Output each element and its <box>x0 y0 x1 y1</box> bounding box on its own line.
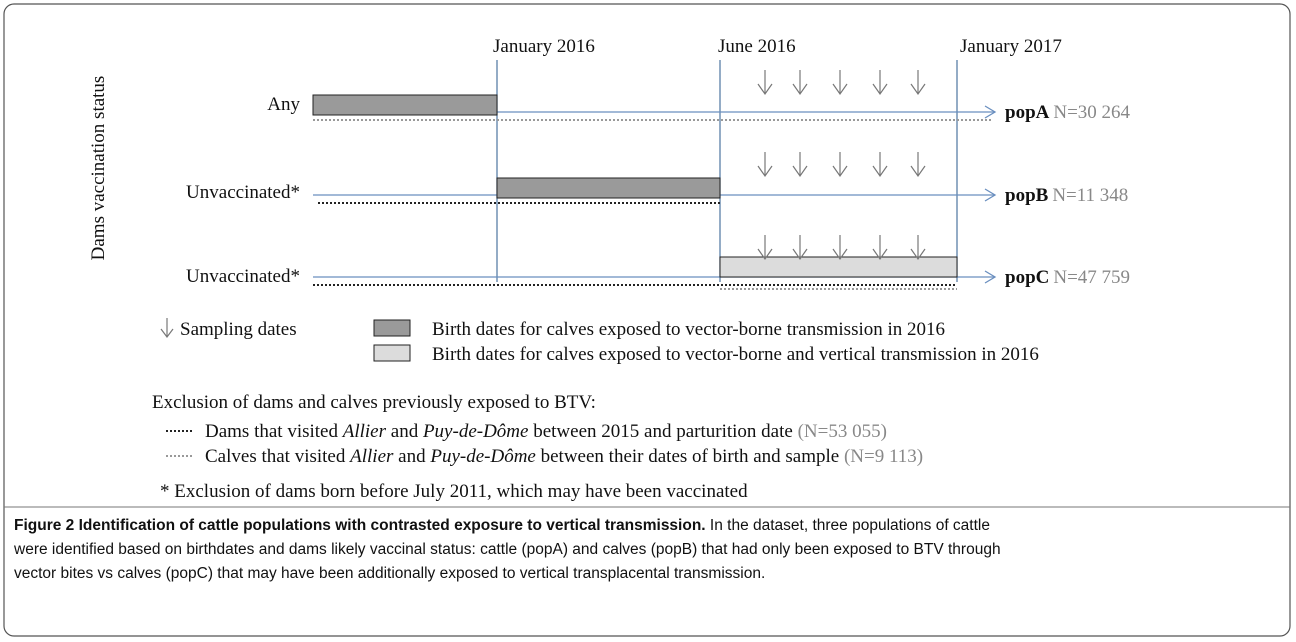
sampling-arrow-head <box>910 83 926 96</box>
pop-n: N=11 348 <box>1052 185 1128 206</box>
sampling-arrow-head <box>792 165 808 178</box>
arrow-head <box>984 188 997 202</box>
footnote: * Exclusion of dams born before July 201… <box>160 481 748 502</box>
sampling-arrow-head <box>832 83 848 96</box>
t: between their dates of birth and sample <box>541 446 840 467</box>
sampling-arrow-head <box>832 248 848 261</box>
pop: popA <box>1005 102 1050 123</box>
sampling-arrow-head <box>910 248 926 261</box>
sampling-arrow-head <box>757 248 773 261</box>
date: January 2017 <box>960 36 1062 57</box>
caption-line: vector bites vs calves (popC) that may h… <box>14 565 765 582</box>
t: between 2015 and parturition date <box>533 421 793 442</box>
exclusion-item: Dams that visited Allier and Puy-de-Dôme… <box>205 421 887 442</box>
legend-swatch <box>373 344 411 362</box>
pop-n: N=30 264 <box>1053 102 1130 123</box>
t: and <box>398 446 426 467</box>
caption-text: In the dataset, three populations of cat… <box>710 517 990 534</box>
t: Puy-de-Dôme <box>429 446 536 467</box>
sampling-arrow-head <box>757 83 773 96</box>
sampling-arrow-head <box>792 248 808 261</box>
frame <box>3 3 1291 637</box>
date: June 2016 <box>718 36 796 57</box>
sampling-arrow-head <box>792 83 808 96</box>
row-label: Unvaccinated* <box>186 266 300 287</box>
axis-label: Dams vaccination status <box>88 76 109 261</box>
t: and <box>391 421 419 442</box>
t: Allier <box>348 446 394 467</box>
pop-n: N=47 759 <box>1053 267 1130 288</box>
vertical-lines <box>496 60 958 282</box>
pop: popC <box>1005 267 1049 288</box>
row-pop: popC N=47 759 <box>1005 267 1130 288</box>
legend-text: Sampling dates <box>180 319 297 340</box>
sampling-arrow-head <box>872 248 888 261</box>
arrow-head <box>984 105 997 119</box>
sampling-arrow-head <box>872 165 888 178</box>
t: Dams that visited <box>205 421 338 442</box>
legend-text: Birth dates for calves exposed to vector… <box>432 344 1039 365</box>
legend-arrow <box>160 328 174 338</box>
exclusion-item: Calves that visited Allier and Puy-de-Dô… <box>205 446 923 467</box>
row-label: Unvaccinated* <box>186 182 300 203</box>
t: (N=53 055) <box>798 421 887 442</box>
legend-text: Birth dates for calves exposed to vector… <box>432 319 945 340</box>
row-pop: popA N=30 264 <box>1005 102 1131 123</box>
t: Puy-de-Dôme <box>422 421 529 442</box>
exclusion-title: Exclusion of dams and calves previously … <box>152 392 596 413</box>
sampling-arrow-head <box>757 165 773 178</box>
t: Allier <box>341 421 387 442</box>
caption-line: Figure 2 Identification of cattle popula… <box>14 517 990 534</box>
t: (N=9 113) <box>844 446 923 467</box>
bar <box>719 256 958 278</box>
arrow-head <box>984 270 997 284</box>
row-label: Any <box>267 94 300 115</box>
legend-swatch <box>373 319 411 337</box>
caption-title: Identification of cattle populations wit… <box>79 517 706 534</box>
date: January 2016 <box>493 36 595 57</box>
sampling-arrow-head <box>872 83 888 96</box>
sampling-arrows <box>757 70 926 261</box>
t: Calves that visited <box>205 446 346 467</box>
caption-line: were identified based on birthdates and … <box>13 541 1001 558</box>
bar <box>312 94 498 116</box>
caption-label: Figure 2 <box>14 517 74 534</box>
sampling-arrow-head <box>910 165 926 178</box>
row-pop: popB N=11 348 <box>1005 185 1128 206</box>
bar <box>496 177 721 199</box>
sampling-arrow-head <box>832 165 848 178</box>
pop: popB <box>1005 185 1049 206</box>
